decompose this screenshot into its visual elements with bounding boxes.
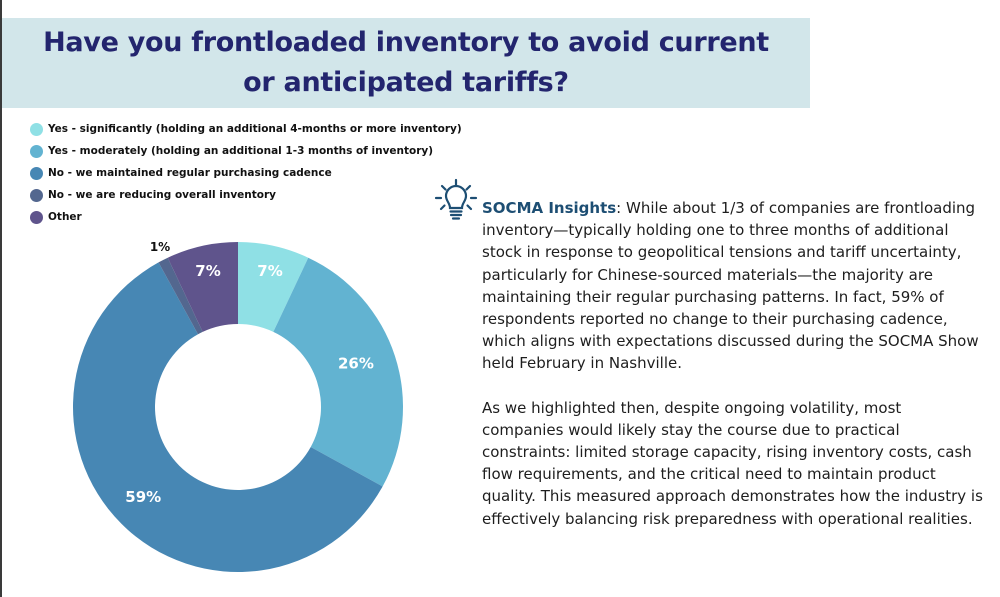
donut-slice — [158, 257, 203, 335]
donut-slice — [273, 257, 403, 487]
insights-heading: SOCMA Insights — [482, 199, 617, 217]
legend-label: Other — [48, 211, 82, 223]
legend-label: Yes - moderately (holding an additional … — [48, 145, 434, 157]
chart-title-line-1: Have you frontloaded inventory to avoid … — [43, 27, 769, 58]
legend-swatch-icon — [30, 144, 43, 158]
legend-label: No - we are reducing overall inventory — [48, 189, 277, 201]
insights-paragraph-2: As we highlighted then, despite ongoing … — [482, 398, 983, 528]
left-border — [0, 0, 2, 597]
legend-item: No - we are reducing overall inventory — [30, 184, 462, 206]
title-banner: Have you frontloaded inventory to avoid … — [2, 18, 810, 108]
donut-slice — [72, 262, 383, 572]
legend-label: Yes - significantly (holding an addition… — [48, 123, 462, 135]
lightbulb-icon — [434, 178, 478, 220]
legend-swatch-icon — [30, 166, 43, 180]
insights-panel: SOCMA Insights: While about 1/3 of compa… — [482, 197, 987, 530]
donut-slice — [238, 242, 309, 332]
donut-data-label: 26% — [338, 355, 374, 373]
insights-paragraph-1: SOCMA Insights: While about 1/3 of compa… — [482, 197, 987, 375]
legend-item: Yes - moderately (holding an additional … — [30, 140, 462, 162]
chart-title-line-2: or anticipated tariffs? — [243, 67, 569, 98]
donut-slice — [167, 242, 238, 332]
insights-text-1: : While about 1/3 of companies are front… — [482, 199, 979, 373]
donut-data-label: 59% — [125, 488, 161, 506]
donut-data-label: 7% — [195, 262, 220, 280]
chart-title: Have you frontloaded inventory to avoid … — [43, 23, 769, 103]
legend-label: No - we maintained regular purchasing ca… — [48, 167, 332, 179]
donut-data-label: 1% — [150, 240, 170, 254]
donut-data-label: 7% — [257, 262, 282, 280]
legend-swatch-icon — [30, 122, 43, 136]
legend-item: Other — [30, 206, 462, 228]
legend-item: Yes - significantly (holding an addition… — [30, 118, 462, 140]
legend-swatch-icon — [30, 210, 43, 224]
chart-legend: Yes - significantly (holding an addition… — [30, 118, 462, 228]
legend-item: No - we maintained regular purchasing ca… — [30, 162, 462, 184]
legend-swatch-icon — [30, 188, 43, 202]
